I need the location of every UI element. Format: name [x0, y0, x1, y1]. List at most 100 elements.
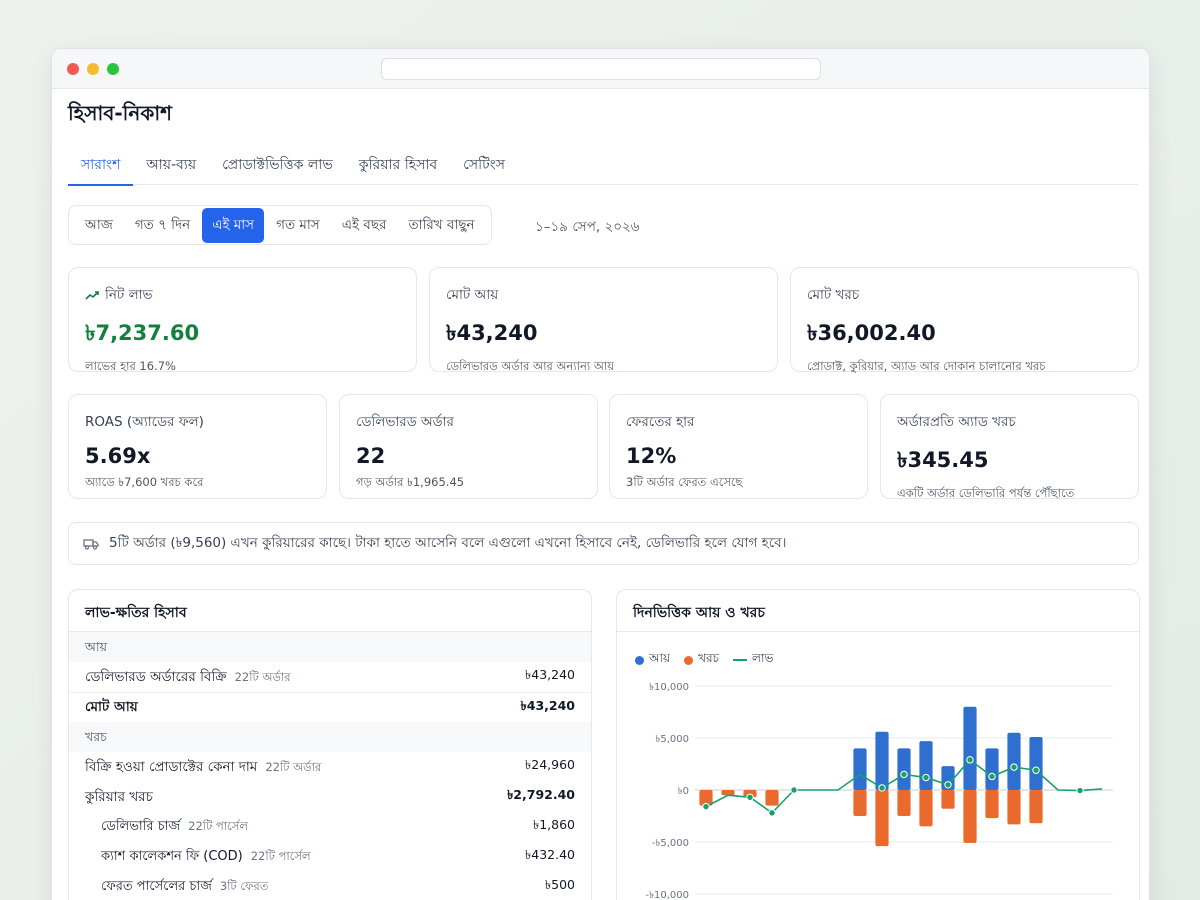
expense-bar	[919, 790, 933, 827]
legend-profit: লাভ	[733, 650, 773, 670]
page-title: হিসাব-নিকাশ	[68, 101, 172, 125]
ad-cost-per-order-card: অর্ডারপ্রতি অ্যাড খরচ ৳345.45 একটি অর্ডা…	[880, 394, 1139, 500]
cogs-amount: ৳24,960	[525, 757, 575, 772]
y-tick-label: ৳0	[678, 786, 689, 797]
period-last-month-button[interactable]: গত মাস	[276, 216, 320, 233]
profit-point	[790, 786, 798, 794]
return-rate-label: ফেরতের হার	[626, 414, 695, 430]
legend-income: আয়	[635, 650, 670, 670]
income-bar	[919, 741, 933, 790]
delivered-sales-label: ডেলিভারড অর্ডারের বিক্রি	[85, 668, 227, 685]
expense-section-header: খরচ	[69, 722, 591, 752]
period-today-button[interactable]: আজ	[85, 216, 113, 233]
y-tick-label: -৳10,000	[645, 890, 689, 900]
cod-fee-row: ক্যাশ কালেকশন ফি (COD) 22টি পার্সেল ৳432.…	[69, 842, 591, 872]
expense-bar	[963, 790, 977, 844]
profit-point	[746, 793, 754, 801]
tab-product-profit[interactable]: প্রোডাক্টভিত্তিক লাভ	[222, 157, 333, 173]
profit-point	[944, 781, 952, 789]
delivered-orders-label: ডেলিভারড অর্ডার	[356, 414, 454, 430]
expense-bar	[1029, 790, 1043, 824]
profit-loss-title: লাভ-ক্ষতির হিসাব	[69, 590, 591, 632]
period-last-7-days-button[interactable]: গত ৭ দিন	[134, 216, 191, 233]
net-profit-value: ৳7,237.60	[85, 321, 200, 345]
ad-cost-per-order-value: ৳345.45	[897, 448, 989, 472]
net-profit-label: নিট লাভ	[105, 287, 153, 303]
delivered-orders-sub: গড় অর্ডার ৳1,965.45	[356, 475, 465, 489]
delivery-charge-note: 22টি পার্সেল	[188, 818, 248, 833]
income-bar	[1029, 736, 1043, 790]
trend-up-icon	[85, 290, 99, 300]
ad-cost-per-order-label: অর্ডারপ্রতি অ্যাড খরচ	[897, 414, 1016, 430]
profit-loss-panel: লাভ-ক্ষতির হিসাব আয় ডেলিভারড অর্ডারের ব…	[68, 589, 592, 900]
period-this-year-button[interactable]: এই বছর	[341, 216, 387, 233]
income-section-header: আয়	[69, 632, 591, 662]
close-window-button[interactable]	[67, 63, 79, 75]
period-this-month-button[interactable]: এই মাস	[202, 207, 265, 243]
total-income-row: মোট আয় ৳43,240	[69, 692, 591, 722]
y-tick-label: ৳10,000	[649, 682, 689, 693]
chart-legend: আয় খরচ লাভ	[635, 650, 773, 670]
roas-value: 5.69x	[85, 444, 151, 468]
tab-courier[interactable]: কুরিয়ার হিসাব	[358, 157, 438, 173]
return-rate-card: ফেরতের হার 12% 3টি অর্ডার ফেরত এসেছে	[609, 394, 868, 499]
total-income-row-label: মোট আয়	[85, 699, 138, 715]
delivery-charge-label: ডেলিভারি চার্জ	[101, 818, 181, 834]
profit-point	[922, 773, 930, 782]
income-bar	[1007, 732, 1021, 790]
courier-notice: 5টি অর্ডার (৳9,560) এখন কুরিয়ারের কাছে।…	[68, 522, 1139, 565]
expense-bar	[853, 790, 867, 816]
profit-point	[768, 809, 776, 817]
return-charge-amount: ৳500	[544, 877, 575, 892]
delivered-sales-note: 22টি অর্ডার	[234, 669, 291, 684]
income-bar	[963, 706, 977, 790]
expense-bar	[1007, 790, 1021, 825]
return-charge-row: ফেরত পার্সেলের চার্জ 3টি ফেরত ৳500	[69, 872, 591, 900]
window-titlebar	[52, 49, 1149, 89]
delivered-orders-value: 22	[356, 444, 386, 468]
expense-bar	[699, 790, 713, 806]
delivery-charge-row: ডেলিভারি চার্জ 22টি পার্সেল ৳1,860	[69, 812, 591, 842]
browser-window: হিসাব-নিকাশ সারাংশ আয়-ব্যয় প্রোডাক্টভি…	[51, 48, 1150, 900]
legend-income-label: আয়	[649, 651, 671, 665]
profit-point	[900, 770, 908, 779]
total-expense-value: ৳36,002.40	[807, 321, 936, 345]
total-income-card: মোট আয় ৳43,240 ডেলিভারড অর্ডার আর অন্যা…	[429, 267, 778, 373]
cogs-note: 22টি অর্ডার	[265, 759, 322, 774]
y-tick-label: -৳5,000	[652, 838, 689, 849]
profit-point	[1076, 786, 1084, 795]
total-expense-label: মোট খরচ	[807, 287, 860, 303]
tab-income-expense[interactable]: আয়-ব্যয়	[146, 157, 197, 173]
cod-fee-label: ক্যাশ কালেকশন ফি (COD)	[101, 848, 243, 864]
expense-bar	[765, 790, 779, 806]
delivered-sales-amount: ৳43,240	[525, 667, 575, 682]
legend-expense-label: খরচ	[698, 651, 720, 665]
address-bar[interactable]	[381, 58, 821, 80]
profit-point	[702, 802, 710, 811]
return-charge-note: 3টি ফেরত	[219, 878, 269, 893]
courier-cost-row: কুরিয়ার খরচ ৳2,792.40	[69, 782, 591, 812]
cogs-label: বিক্রি হওয়া প্রোডাক্টের কেনা দাম	[85, 758, 258, 775]
ad-cost-per-order-sub: একটি অর্ডার ডেলিভারি পর্যন্ত পৌঁছাতে	[897, 486, 1075, 500]
roas-card: ROAS (অ্যাডের ফল) 5.69x অ্যাডে ৳7,600 খর…	[68, 394, 327, 499]
income-bar	[875, 731, 889, 790]
tab-settings[interactable]: সেটিংস	[463, 157, 506, 173]
legend-expense: খরচ	[684, 650, 719, 670]
profit-point	[988, 772, 996, 781]
courier-cost-label: কুরিয়ার খরচ	[85, 788, 153, 805]
maximize-window-button[interactable]	[107, 63, 119, 75]
roas-sub: অ্যাডে ৳7,600 খরচ করে	[85, 475, 204, 489]
expense-bar	[897, 790, 911, 816]
daily-chart-title: দিনভিত্তিক আয় ও খরচ	[617, 590, 1139, 632]
period-pick-date-button[interactable]: তারিখ বাছুন	[408, 216, 475, 233]
expense-bar	[941, 790, 955, 809]
cod-fee-amount: ৳432.40	[525, 847, 575, 862]
minimize-window-button[interactable]	[87, 63, 99, 75]
total-income-label: মোট আয়	[446, 287, 499, 303]
tab-summary[interactable]: সারাংশ	[68, 141, 134, 186]
total-income-row-amount: ৳43,240	[520, 697, 575, 713]
y-tick-label: ৳5,000	[655, 734, 689, 745]
daily-income-expense-chart: ৳10,000 ৳5,000 ৳0 -৳5,000 -৳10,000	[645, 682, 1113, 900]
profit-point	[1032, 766, 1040, 774]
period-selector: আজ গত ৭ দিন এই মাস গত মাস এই বছর তারিখ ব…	[68, 205, 492, 245]
